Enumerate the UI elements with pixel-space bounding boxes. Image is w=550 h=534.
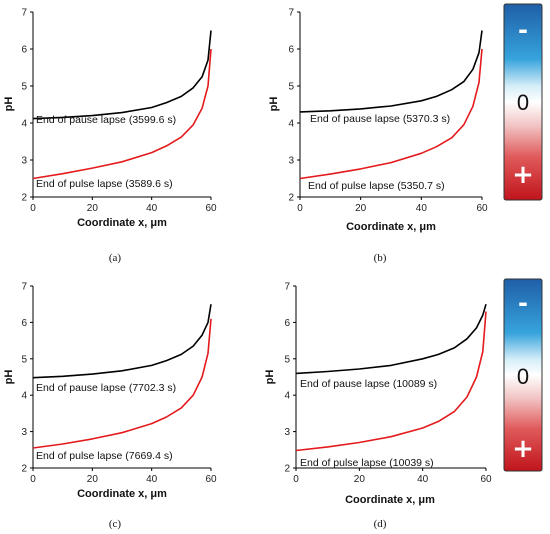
panel-caption: (a) <box>109 252 122 264</box>
y-tick-label: 4 <box>21 391 27 402</box>
series-line-pulse <box>299 48 483 180</box>
y-tick-label: 2 <box>288 193 294 204</box>
colorbar-gradient <box>503 3 543 201</box>
y-tick-label: 6 <box>21 45 27 56</box>
x-tick-label: 60 <box>480 474 492 485</box>
x-tick-label: 20 <box>354 474 366 485</box>
series-label-pulse: End of pulse lapse (5350.7 s) <box>308 180 445 192</box>
y-tick-label: 4 <box>21 119 27 130</box>
y-tick-label: 5 <box>288 82 294 93</box>
y-tick-label: 3 <box>21 427 27 438</box>
x-tick-label: 40 <box>146 474 158 485</box>
colorbar-zero-label: 0 <box>517 364 529 389</box>
series-line-pause <box>295 303 487 375</box>
series-line-pause <box>299 30 483 113</box>
chart-panel-b: 2 3 4 5 6 7 0 20 40 60 pH Coordinate x, μm (b) En… <box>268 8 488 265</box>
x-axis-title: Coordinate x, μm <box>77 488 167 500</box>
y-tick-label: 6 <box>284 318 290 329</box>
plot-area: 2 3 4 5 6 7 0 20 40 60 <box>288 8 488 215</box>
series-line-pulse <box>32 318 212 449</box>
chart-panel-d: 2 3 4 5 6 7 0 20 40 60 pH Coordinate x, μm (d) En… <box>264 282 492 531</box>
y-tick-label: 2 <box>21 193 27 204</box>
colorbar-zero-label: 0 <box>517 90 529 115</box>
y-tick-label: 6 <box>21 318 27 329</box>
y-axis-title: pH <box>268 97 280 112</box>
y-tick-label: 7 <box>21 8 27 19</box>
x-tick-label: 20 <box>87 203 99 214</box>
series-line-pause <box>32 30 212 120</box>
y-tick-label: 3 <box>288 156 294 167</box>
y-tick-label: 4 <box>284 391 290 402</box>
x-tick-label: 40 <box>416 203 428 214</box>
x-tick-label: 60 <box>476 203 488 214</box>
series-line-pulse <box>295 311 487 452</box>
y-tick-label: 7 <box>284 282 290 293</box>
plot-area: 2 3 4 5 6 7 0 20 40 60 <box>21 8 217 215</box>
colorbar-top: - 0 + <box>503 3 543 201</box>
y-tick-label: 2 <box>284 464 290 475</box>
colorbar-plus-label: + <box>512 160 534 190</box>
y-tick-label: 3 <box>21 156 27 167</box>
x-tick-label: 60 <box>205 203 217 214</box>
x-tick-label: 0 <box>293 474 299 485</box>
series-line-pause <box>32 304 212 379</box>
chart-panel-a: 2 3 4 5 6 7 0 20 40 60 pH Coordinate x, μm (a) En… <box>3 8 217 265</box>
plot-area: 2 3 4 5 6 7 0 20 40 60 <box>21 282 217 486</box>
x-tick-label: 40 <box>146 203 158 214</box>
panel-caption: (b) <box>374 252 387 264</box>
colorbar-gradient <box>503 278 543 472</box>
y-tick-label: 5 <box>21 354 27 365</box>
x-tick-label: 20 <box>355 203 367 214</box>
y-tick-label: 5 <box>21 82 27 93</box>
y-tick-label: 3 <box>284 427 290 438</box>
y-tick-label: 5 <box>284 354 290 365</box>
y-axis-title: pH <box>3 370 15 385</box>
x-tick-label: 60 <box>205 474 217 485</box>
series-label-pause: End of pause lapse (10089 s) <box>300 378 437 390</box>
colorbar-minus-label: - <box>518 16 528 44</box>
x-axis-title: Coordinate x, μm <box>77 217 167 229</box>
y-tick-label: 7 <box>288 8 294 19</box>
series-label-pause: End of pause lapse (5370.3 s) <box>310 113 450 125</box>
x-tick-label: 0 <box>30 474 36 485</box>
x-tick-label: 40 <box>417 474 429 485</box>
colorbar-bottom: - 0 + <box>503 278 543 472</box>
y-tick-label: 4 <box>288 119 294 130</box>
series-label-pulse: End of pulse lapse (7669.4 s) <box>36 450 173 462</box>
series-label-pause: End of pause lapse (7702.3 s) <box>36 382 176 394</box>
plot-area: 2 3 4 5 6 7 0 20 40 60 <box>284 282 492 486</box>
chart-panel-c: 2 3 4 5 6 7 0 20 40 60 pH Coordinate x, μm (c) En… <box>3 282 217 531</box>
panel-caption: (d) <box>374 518 387 530</box>
panel-caption: (c) <box>109 518 122 530</box>
colorbar-minus-label: - <box>518 289 528 317</box>
x-axis-title: Coordinate x, μm <box>345 494 435 506</box>
series-line-pulse <box>32 48 212 180</box>
x-tick-label: 20 <box>87 474 99 485</box>
y-axis-title: pH <box>3 97 15 112</box>
series-label-pause: End of pause lapse (3599.6 s) <box>36 114 176 126</box>
series-label-pulse: End of pulse lapse (10039 s) <box>300 457 434 469</box>
series-label-pulse: End of pulse lapse (3589.6 s) <box>36 178 173 190</box>
y-tick-label: 2 <box>21 464 27 475</box>
x-tick-label: 0 <box>30 203 36 214</box>
x-axis-title: Coordinate x, μm <box>346 221 436 233</box>
y-tick-label: 6 <box>288 45 294 56</box>
x-tick-label: 0 <box>297 203 303 214</box>
y-axis-title: pH <box>264 370 276 385</box>
colorbar-plus-label: + <box>512 434 534 464</box>
y-tick-label: 7 <box>21 282 27 293</box>
